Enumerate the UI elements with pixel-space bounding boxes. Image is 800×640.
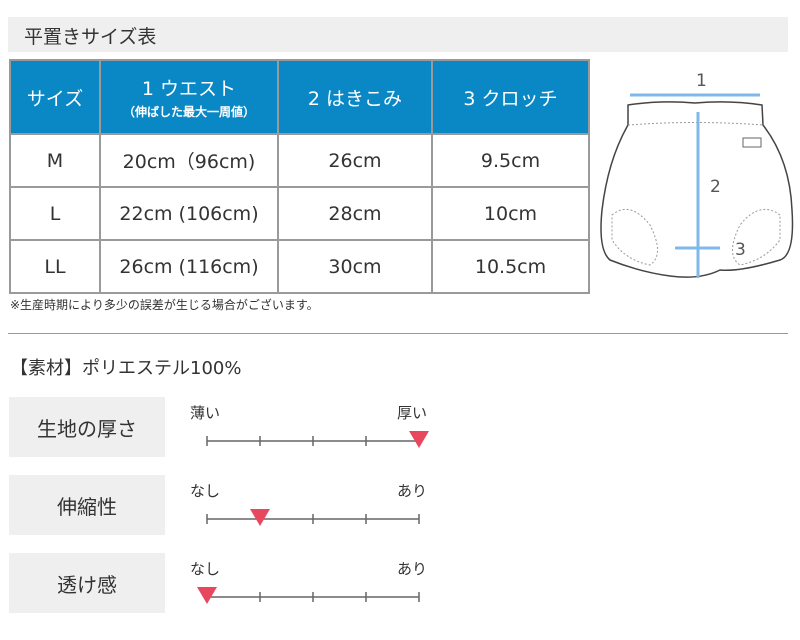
- scale-bar: [206, 509, 420, 526]
- header-waist: 1 ウエスト （伸ばした最大一周値）: [99, 59, 279, 135]
- cell: 22cm (106cm): [99, 186, 279, 241]
- scale-bar: [197, 587, 420, 604]
- garment-diagram: 1 2 3: [600, 71, 794, 278]
- label-1: 1: [696, 71, 707, 91]
- material: 【素材】ポリエステル100%: [10, 358, 242, 379]
- cell: 30cm: [277, 239, 433, 294]
- measure-arrows: [630, 93, 760, 278]
- label-3: 3: [735, 240, 746, 260]
- scale-min-label: なし: [190, 560, 221, 578]
- scale-max-label: あり: [397, 560, 428, 578]
- cell: 26cm: [277, 133, 433, 188]
- table-row: M 20cm（96cm) 26cm 9.5cm: [9, 133, 590, 188]
- page-title: 平置きサイズ表: [24, 26, 157, 48]
- label-2: 2: [710, 177, 721, 197]
- cell: LL: [9, 239, 101, 294]
- scale-max-label: 厚い: [397, 404, 428, 422]
- cell: 26cm (116cm): [99, 239, 279, 294]
- note: ※生産時期により多少の誤差が生じる場合がございます。: [10, 298, 319, 312]
- title-bar: 平置きサイズ表: [8, 17, 788, 52]
- waistband-stitch: [627, 122, 764, 126]
- scale-min-label: 薄い: [190, 404, 221, 422]
- cell: M: [9, 133, 101, 188]
- leg-opening-left: [611, 208, 658, 266]
- cell: 9.5cm: [431, 133, 590, 188]
- scale-min-label: なし: [190, 482, 221, 500]
- header-rise: 2 はきこみ: [277, 59, 433, 135]
- scale-marker: [250, 509, 270, 526]
- cell: 28cm: [277, 186, 433, 241]
- cell: 20cm（96cm): [99, 133, 279, 188]
- table-row: L 22cm (106cm) 28cm 10cm: [9, 186, 590, 241]
- cell: 10cm: [431, 186, 590, 241]
- cell: L: [9, 186, 101, 241]
- scale-label: 伸縮性: [9, 475, 165, 535]
- scale-marker: [197, 587, 217, 604]
- cell: 10.5cm: [431, 239, 590, 294]
- header-waist-label: 1 ウエスト: [141, 78, 237, 100]
- scale-marker: [409, 431, 429, 448]
- table-header-row: サイズ 1 ウエスト （伸ばした最大一周値） 2 はきこみ 3 クロッチ: [9, 59, 590, 135]
- size-table: サイズ 1 ウエスト （伸ばした最大一周値） 2 はきこみ 3 クロッチ M 20c…: [9, 59, 590, 294]
- header-waist-sub: （伸ばした最大一周値）: [122, 105, 255, 119]
- scale-max-label: あり: [397, 482, 428, 500]
- header-size: サイズ: [9, 59, 101, 135]
- table-row: LL 26cm (116cm) 30cm 10.5cm: [9, 239, 590, 294]
- scale-label: 生地の厚さ: [9, 397, 165, 457]
- header-crotch: 3 クロッチ: [431, 59, 590, 135]
- divider: [8, 333, 788, 334]
- scale-bar: [206, 431, 429, 448]
- scale-label: 透け感: [9, 553, 165, 613]
- tag: [742, 137, 762, 148]
